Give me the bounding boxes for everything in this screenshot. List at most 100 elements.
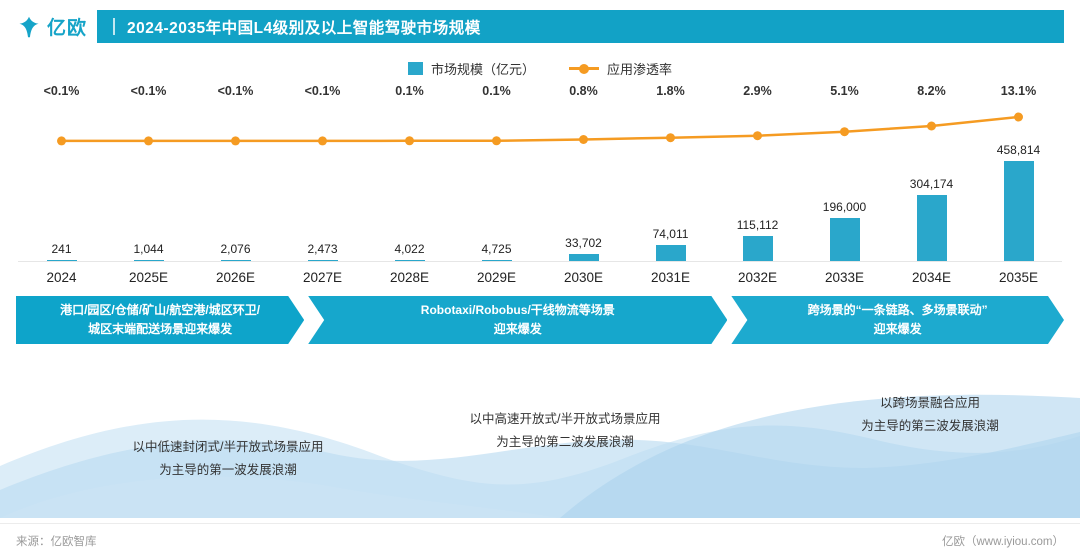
stage-3-line-1: 跨场景的“一条链路、多场景联动”: [807, 303, 988, 318]
stage-1-line-1: 港口/园区/仓储/矿山/航空港/城区环卫/: [60, 303, 261, 318]
legend-penetration: 应用渗透率: [569, 59, 672, 78]
bar-area: 241: [18, 104, 105, 262]
penetration-label: <0.1%: [304, 84, 341, 98]
stage-arrow-3: 跨场景的“一条链路、多场景联动” 迎来爆发: [731, 296, 1064, 344]
market-size-bar: [742, 236, 773, 261]
year-label: 2026E: [215, 269, 256, 285]
stage-3-line-2: 迎来爆发: [873, 322, 922, 336]
year-label: 2029E: [476, 269, 517, 285]
bar-value-label: 241: [51, 242, 72, 256]
legend-market-size: 市场规模（亿元）: [407, 59, 535, 78]
title-separator: [113, 18, 116, 35]
chart-column-2028E: 0.1% 4,022 2028E: [366, 84, 453, 292]
penetration-label: <0.1%: [217, 84, 254, 98]
bar-area: 304,174: [888, 104, 975, 262]
penetration-label: 0.1%: [482, 84, 511, 98]
line-dot-icon: [579, 63, 589, 74]
wave-2-line-1: 以中高速开放式/半开放式场景应用: [469, 412, 661, 426]
year-label: 2030E: [563, 269, 604, 285]
bar-value-label: 458,814: [996, 143, 1041, 157]
chart-column-2033E: 5.1% 196,000 2033E: [801, 84, 888, 292]
market-size-bar: [568, 254, 599, 261]
footer: 来源：亿欧智库 亿欧（www.iyiou.com）: [0, 523, 1080, 559]
legend-bar-label: 市场规模（亿元）: [430, 62, 535, 77]
wave-1-line-1: 以中低速封闭式/半开放式场景应用: [132, 440, 324, 454]
bar-area: 4,725: [453, 104, 540, 262]
stage-2-line-1: Robotaxi/Robobus/干线物流等场景: [420, 303, 615, 318]
market-size-bar: [46, 260, 77, 261]
page-title: 2024-2035年中国L4级别及以上智能驾驶市场规模: [127, 19, 481, 37]
chart-columns: <0.1% 241 2024 <0.1% 1,044 2025E <0.1% 2,076 202…: [18, 84, 1062, 292]
penetration-label: 0.1%: [395, 84, 424, 98]
wave-graphic: [0, 394, 1080, 518]
bar-value-label: 33,702: [565, 236, 602, 250]
chart-column-2034E: 8.2% 304,174 2034E: [888, 84, 975, 292]
bar-value-label: 115,112: [736, 218, 779, 232]
wave-3-caption: 以跨场景融合应用 为主导的第三波发展浪潮: [790, 392, 1070, 437]
market-chart: <0.1% 241 2024 <0.1% 1,044 2025E <0.1% 2,076 202…: [18, 84, 1062, 292]
bar-area: 458,814: [975, 104, 1062, 262]
year-label: 2027E: [302, 269, 343, 285]
stage-arrow-2: Robotaxi/Robobus/干线物流等场景 迎来爆发: [308, 296, 727, 344]
header: 亿欧 2024-2035年中国L4级别及以上智能驾驶市场规模: [0, 0, 1080, 43]
market-size-bar: [916, 195, 947, 261]
year-label: 2024: [46, 269, 77, 285]
bar-area: 33,702: [540, 104, 627, 262]
wave-3-line-1: 以跨场景融合应用: [879, 396, 980, 410]
market-size-bar: [655, 245, 686, 261]
chart-column-2031E: 1.8% 74,011 2031E: [627, 84, 714, 292]
chart-column-2027E: <0.1% 2,473 2027E: [279, 84, 366, 292]
bar-value-label: 4,022: [394, 242, 425, 256]
wave-1-caption: 以中低速封闭式/半开放式场景应用 为主导的第一波发展浪潮: [88, 436, 368, 481]
penetration-label: 2.9%: [743, 84, 772, 98]
market-size-bar: [133, 260, 164, 261]
bar-area: 2,473: [279, 104, 366, 262]
bar-area: 1,044: [105, 104, 192, 262]
chart-column-2030E: 0.8% 33,702 2030E: [540, 84, 627, 292]
year-label: 2034E: [911, 269, 952, 285]
bar-area: 4,022: [366, 104, 453, 262]
penetration-label: 0.8%: [569, 84, 598, 98]
line-swatch-icon: [569, 63, 599, 74]
logo-text: 亿欧: [47, 18, 88, 39]
penetration-label: <0.1%: [130, 84, 167, 98]
bar-swatch-icon: [407, 62, 423, 75]
stage-arrow-1: 港口/园区/仓储/矿山/航空港/城区环卫/ 城区末端配送场景迎来爆发: [16, 296, 304, 344]
wave-1-line-2: 为主导的第一波发展浪潮: [159, 462, 297, 477]
bar-value-label: 2,473: [307, 242, 338, 256]
bar-value-label: 304,174: [909, 177, 954, 191]
bar-value-label: 4,725: [481, 242, 512, 256]
stage-arrows: 港口/园区/仓储/矿山/航空港/城区环卫/ 城区末端配送场景迎来爆发 Robot…: [16, 296, 1064, 344]
bar-value-label: 196,000: [822, 200, 867, 214]
year-label: 2035E: [998, 269, 1039, 285]
market-size-bar: [829, 218, 860, 261]
market-size-bar: [481, 260, 512, 261]
penetration-label: 5.1%: [830, 84, 859, 98]
legend-line-label: 应用渗透率: [607, 62, 673, 77]
year-label: 2025E: [128, 269, 169, 285]
chart-legend: 市场规模（亿元） 应用渗透率: [0, 59, 1080, 78]
bar-area: 74,011: [627, 104, 714, 262]
chart-column-2025E: <0.1% 1,044 2025E: [105, 84, 192, 292]
eo-logo-icon: [19, 16, 39, 37]
penetration-label: 1.8%: [656, 84, 685, 98]
wave-section: 以中低速封闭式/半开放式场景应用 为主导的第一波发展浪潮 以中高速开放式/半开放…: [0, 348, 1080, 518]
site-note: 亿欧（www.iyiou.com）: [941, 536, 1064, 548]
penetration-label: <0.1%: [43, 84, 80, 98]
bar-value-label: 74,011: [652, 227, 689, 241]
chart-column-2029E: 0.1% 4,725 2029E: [453, 84, 540, 292]
wave-2-line-2: 为主导的第二波发展浪潮: [496, 434, 634, 449]
market-size-bar: [1003, 161, 1034, 261]
chart-column-2026E: <0.1% 2,076 2026E: [192, 84, 279, 292]
eo-logo: 亿欧: [16, 13, 87, 40]
year-label: 2028E: [389, 269, 430, 285]
year-label: 2031E: [650, 269, 691, 285]
wave-2-caption: 以中高速开放式/半开放式场景应用 为主导的第二波发展浪潮: [420, 408, 710, 453]
market-size-bar: [394, 260, 425, 261]
penetration-label: 8.2%: [917, 84, 946, 98]
bar-value-label: 1,044: [133, 242, 164, 256]
penetration-label: 13.1%: [1000, 84, 1037, 98]
chart-column-2024: <0.1% 241 2024: [18, 84, 105, 292]
year-label: 2033E: [824, 269, 865, 285]
